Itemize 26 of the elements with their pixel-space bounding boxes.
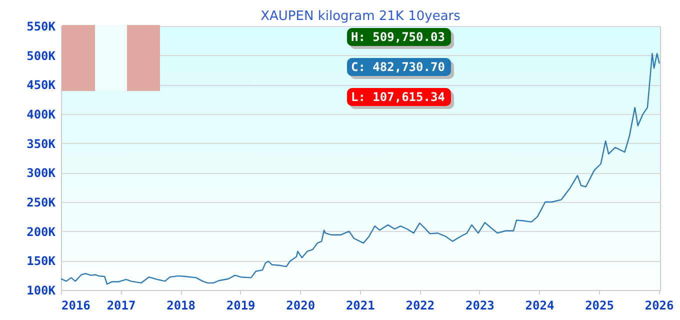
y-tick-label: 400K: [26, 108, 56, 122]
y-tick-label: 350K: [26, 136, 56, 151]
x-tick-label: 2016: [62, 298, 90, 312]
y-tick-label: 250K: [26, 196, 56, 210]
y-tick-label: 550K: [26, 20, 56, 34]
x-tick-label: 2017: [106, 298, 136, 312]
line-series: [60, 52, 660, 285]
y-tick-label: 500K: [26, 48, 56, 63]
x-tick-label: 2023: [466, 298, 494, 312]
x-tick-label: 2022: [406, 298, 435, 312]
annotation: H: 509,750.03: [347, 28, 451, 46]
y-tick-label: 300K: [26, 166, 56, 180]
x-tick-label: 2026: [644, 298, 674, 312]
x-tick-label: 2019: [226, 298, 256, 312]
y-tick-label: 150K: [26, 254, 56, 268]
annotation: C: 482,730.70: [347, 58, 451, 76]
y-tick-label: 100K: [26, 284, 56, 298]
x-tick-label: 2020: [286, 298, 316, 312]
annotation: L: 107,615.34: [347, 88, 451, 106]
x-tick-label: 2024: [525, 298, 554, 312]
y-tick-label: 450K: [26, 78, 56, 92]
x-tick-label: 2021: [346, 298, 375, 312]
chart-title: XAUPEN kilogram 21K 10years: [260, 9, 461, 24]
y-tick-label: 200K: [26, 224, 56, 239]
x-tick-label: 2025: [585, 298, 614, 312]
x-tick-label: 2018: [166, 298, 196, 312]
